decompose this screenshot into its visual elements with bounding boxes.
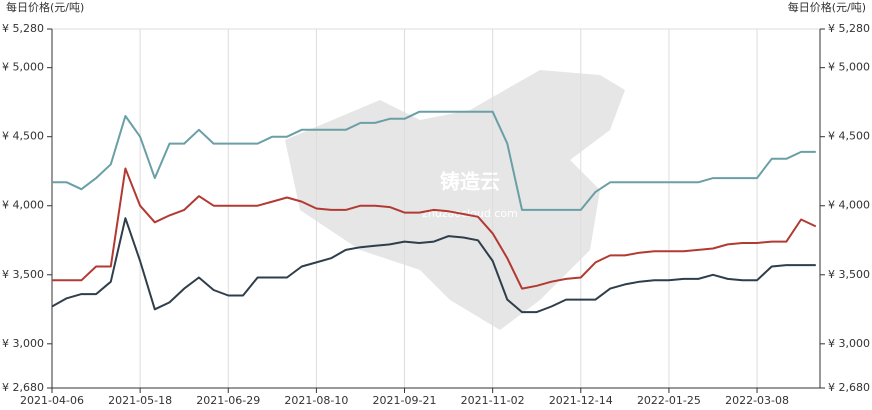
y-tick-label: ¥ 5,000: [2, 61, 44, 74]
watermark-url: zhuzaocloud.com: [422, 207, 518, 220]
y-tick-label: ¥ 4,500: [2, 130, 44, 143]
y-tick-label: ¥ 3,000: [2, 337, 44, 350]
x-tick-label: 2021-06-29: [196, 394, 260, 407]
x-tick-label: 2021-09-21: [373, 394, 437, 407]
y-tick-label: ¥ 3,500: [2, 268, 44, 281]
x-tick-label: 2022-01-25: [637, 394, 701, 407]
y2-tick-label: ¥ 3,000: [828, 337, 870, 350]
x-tick-label: 2021-05-18: [108, 394, 172, 407]
y-tick-label: ¥ 5,280: [2, 22, 44, 35]
map-watermark: [285, 70, 625, 330]
x-tick-label: 2021-04-06: [20, 394, 84, 407]
x-tick-label: 2022-03-08: [725, 394, 789, 407]
y2-tick-label: ¥ 3,500: [828, 268, 870, 281]
y2-tick-label: ¥ 2,680: [828, 381, 870, 394]
y2-axis-label: 每日价格(元/吨): [788, 0, 866, 14]
y-axis-label: 每日价格(元/吨): [6, 0, 84, 14]
line-series: [51, 217, 816, 314]
y2-tick-label: ¥ 4,000: [828, 199, 870, 212]
y-tick-label: ¥ 4,000: [2, 199, 44, 212]
x-tick-label: 2021-11-02: [461, 394, 525, 407]
y-tick-label: ¥ 2,680: [2, 381, 44, 394]
line-series: [52, 167, 817, 290]
y2-tick-label: ¥ 5,000: [828, 61, 870, 74]
x-tick-label: 2021-08-10: [284, 394, 348, 407]
y2-tick-label: ¥ 5,280: [828, 22, 870, 35]
x-tick-label: 2021-12-14: [549, 394, 613, 407]
line-series: [52, 110, 816, 211]
watermark: 铸造云: [440, 170, 500, 194]
y2-tick-label: ¥ 4,500: [828, 130, 870, 143]
